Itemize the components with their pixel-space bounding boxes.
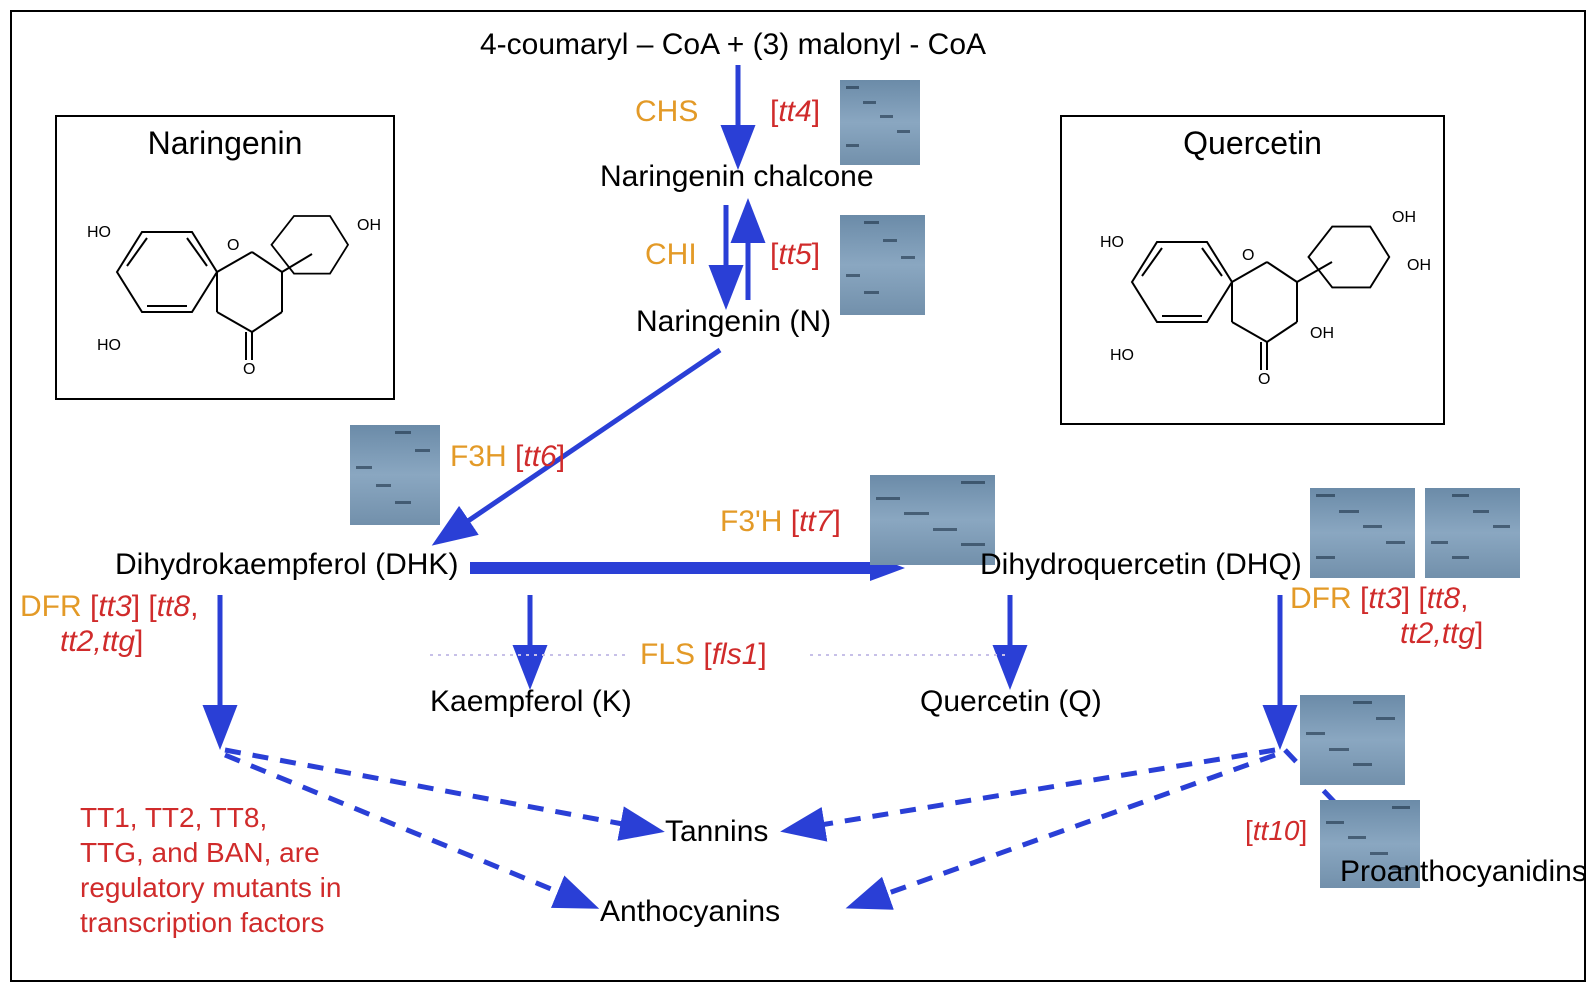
metabolite-nar-chalcone: Naringenin chalcone (600, 160, 874, 194)
enzyme-f3ph-row: F3'H [tt7] (720, 505, 841, 539)
regnote-line1: TT1, TT2, TT8, (80, 800, 341, 835)
enzyme-chs: CHS (635, 95, 698, 128)
quercetin-structure-icon: HO HO OH OH OH O O (1062, 162, 1443, 417)
mutant-tt6: tt6 (523, 440, 556, 473)
enzyme-dfr-left-row2: tt2,ttg] (60, 625, 143, 659)
svg-text:HO: HO (1110, 347, 1134, 364)
enzyme-chs-row: CHS (635, 95, 698, 129)
structure-box-quercetin: Quercetin HO HO OH OH OH O O (1060, 115, 1445, 425)
mutant-dfr-left-tt8: tt8 (157, 590, 190, 623)
gel-thumbnail (1310, 488, 1415, 578)
svg-text:HO: HO (97, 337, 121, 354)
metabolite-dhk: Dihydrokaempferol (DHK) (115, 548, 458, 582)
mutant-tt5: tt5 (778, 238, 811, 271)
svg-text:O: O (1258, 371, 1270, 388)
metabolite-anthocyanins: Anthocyanins (600, 895, 780, 929)
enzyme-dfr-left-row1: DFR [tt3] [tt8, (20, 590, 198, 624)
mutant-tt4: tt4 (778, 95, 811, 128)
enzyme-f3h: F3H (450, 440, 507, 473)
gel-thumbnail (1300, 695, 1405, 785)
enzyme-f3h-row: F3H [tt6] (450, 440, 565, 474)
metabolite-naringenin: Naringenin (N) (636, 305, 831, 339)
mutant-tt5-row: [tt5] (770, 238, 820, 272)
enzyme-dfr-left: DFR (20, 590, 82, 623)
svg-text:OH: OH (1407, 257, 1431, 274)
gel-thumbnail (1425, 488, 1520, 578)
regnote-line2: TTG, and BAN, are (80, 835, 341, 870)
enzyme-chi-row: CHI (645, 238, 697, 272)
svg-text:O: O (1242, 247, 1254, 264)
metabolite-proanthocyanidins: Proanthocyanidins (1340, 855, 1587, 889)
metabolite-quercetin: Quercetin (Q) (920, 685, 1102, 719)
enzyme-fls: FLS (640, 638, 695, 671)
svg-text:OH: OH (1392, 209, 1416, 226)
structure-title-quercetin: Quercetin (1062, 125, 1443, 162)
mutant-tt10-row: [tt10] (1245, 815, 1307, 847)
mutant-dfr-right-tt8: tt8 (1427, 582, 1460, 615)
svg-text:OH: OH (357, 217, 381, 234)
enzyme-f3ph: F3'H (720, 505, 782, 538)
enzyme-dfr-right-row1: DFR [tt3] [tt8, (1290, 582, 1468, 616)
mutant-dfr-right-tt2ttg: tt2,ttg (1400, 617, 1475, 650)
enzyme-dfr-right-row2: tt2,ttg] (1400, 617, 1483, 651)
enzyme-fls-row: FLS [fls1] (640, 638, 767, 672)
svg-text:HO: HO (1100, 234, 1124, 251)
regnote-line4: transcription factors (80, 905, 341, 940)
metabolite-start: 4-coumaryl – CoA + (3) malonyl - CoA (480, 28, 986, 62)
enzyme-chi: CHI (645, 238, 697, 271)
gel-thumbnail (840, 80, 920, 165)
gel-thumbnail (350, 425, 440, 525)
mutant-dfr-left-tt3: tt3 (98, 590, 131, 623)
metabolite-dhq: Dihydroquercetin (DHQ) (980, 548, 1302, 582)
enzyme-dfr-right: DFR (1290, 582, 1352, 615)
gel-thumbnail (870, 475, 995, 565)
naringenin-structure-icon: HO HO OH O O (57, 162, 393, 392)
structure-box-naringenin: Naringenin HO HO OH O O (55, 115, 395, 400)
mutant-dfr-right-tt3: tt3 (1368, 582, 1401, 615)
metabolite-kaempferol: Kaempferol (K) (430, 685, 632, 719)
mutant-tt7: tt7 (799, 505, 832, 538)
structure-title-naringenin: Naringenin (57, 125, 393, 162)
metabolite-tannins: Tannins (665, 815, 768, 849)
regnote-line3: regulatory mutants in (80, 870, 341, 905)
mutant-tt4-row: [tt4] (770, 95, 820, 129)
mutant-dfr-left-tt2ttg: tt2,ttg (60, 625, 135, 658)
svg-text:O: O (227, 237, 239, 254)
mutant-tt10: tt10 (1253, 815, 1300, 846)
mutant-fls1: fls1 (712, 638, 759, 671)
gel-thumbnail (840, 215, 925, 315)
regulatory-note: TT1, TT2, TT8, TTG, and BAN, are regulat… (80, 800, 341, 940)
svg-text:O: O (243, 361, 255, 378)
svg-text:HO: HO (87, 224, 111, 241)
svg-text:OH: OH (1310, 325, 1334, 342)
